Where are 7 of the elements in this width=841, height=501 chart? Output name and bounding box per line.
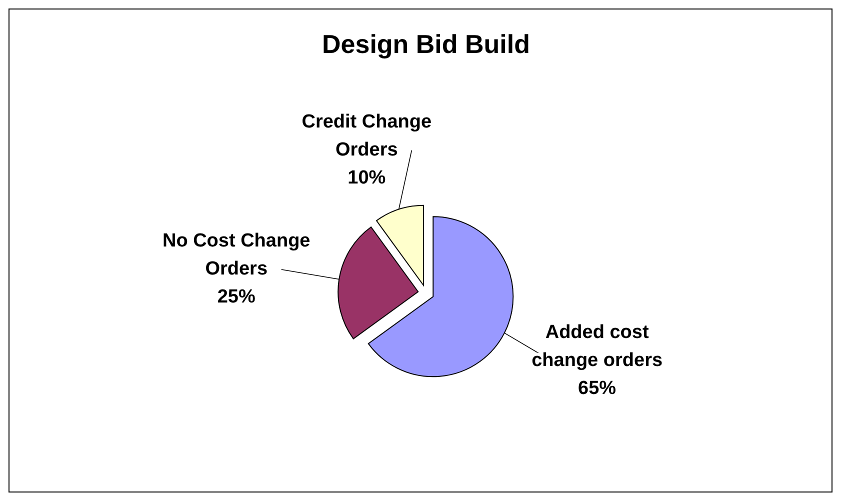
data-label: 65% [578,378,616,400]
slice-label: Credit Change Orders [302,111,432,160]
data-label: 10% [348,167,386,188]
data-label: 25% [217,286,256,308]
chart-title: Design Bid Build [322,29,530,59]
slice-label: Added cost change orders [532,322,663,372]
slice-label: No Cost Change Orders [162,230,310,280]
